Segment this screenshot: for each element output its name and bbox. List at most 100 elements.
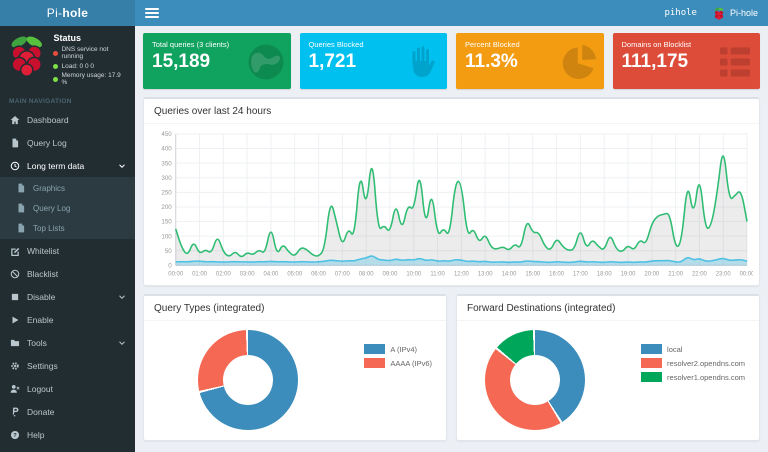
sidebar-item-label: Top Lists <box>33 223 65 233</box>
card-percent-blocked: Percent Blocked 11.3% <box>456 33 604 89</box>
card-queries-blocked: Queries Blocked 1,721 <box>299 33 447 89</box>
sidebar-item-label: Blacklist <box>27 268 59 279</box>
svg-text:300: 300 <box>161 175 172 182</box>
status-title: Status <box>53 33 81 43</box>
sidebar-item-long-term-data[interactable]: Long term data <box>0 154 135 177</box>
brand-label: Pi-hole <box>729 8 758 18</box>
sidebar-item-label: Disable <box>27 291 56 302</box>
top-header: Pi-hole pihole Pi-hole <box>0 0 768 26</box>
svg-text:400: 400 <box>161 146 172 153</box>
sidebar-subitem-query-log[interactable]: Query Log <box>0 198 135 218</box>
sidebar-subitem-top-lists[interactable]: Top Lists <box>0 218 135 238</box>
logo-text-bold: hole <box>62 6 89 20</box>
sidebar-toggle-icon[interactable] <box>145 8 159 18</box>
question-icon: ? <box>9 429 20 440</box>
svg-text:20:00: 20:00 <box>644 271 660 277</box>
status-dot-red <box>53 50 59 56</box>
svg-text:06:00: 06:00 <box>311 271 327 277</box>
chevron-down-icon <box>118 162 126 170</box>
file-icon <box>15 183 26 194</box>
svg-text:14:00: 14:00 <box>502 271 518 277</box>
svg-text:200: 200 <box>161 204 172 211</box>
sidebar-item-label: Donate <box>27 406 55 417</box>
stop-icon <box>9 291 20 302</box>
status-dot-green <box>53 63 59 69</box>
forward-destinations-legend: local resolver2.opendns.com resolver1.open… <box>641 330 749 383</box>
sidebar-item-query-log[interactable]: Query Log <box>0 131 135 154</box>
queries-line-chart[interactable]: 00:00 01:00 02:00 03:00 04:00 05:00 06:00 07:00… <box>150 127 753 283</box>
queries-panel: Queries over last 24 hours 00:00 01:00 02:… <box>143 97 760 287</box>
card-value: 15,189 <box>152 51 211 72</box>
donut-hole <box>223 355 273 406</box>
sidebar: Status DNS service not running Load: 0 0… <box>0 26 135 452</box>
sidebar-subitem-graphics[interactable]: Graphics <box>0 178 135 198</box>
svg-text:01:00: 01:00 <box>192 271 208 277</box>
chevron-down-icon <box>118 293 126 301</box>
svg-text:03:00: 03:00 <box>240 271 256 277</box>
query-types-legend: A (IPv4) AAAA (IPv6) <box>364 330 436 369</box>
svg-text:19:00: 19:00 <box>621 271 637 277</box>
edit-icon <box>9 245 20 256</box>
legend-swatch <box>641 372 663 383</box>
navbar: pihole Pi-hole <box>135 0 768 26</box>
query-types-panel: Query Types (integrated) A (IPv4) AAAA (I… <box>143 294 447 442</box>
donut-hole <box>510 355 560 406</box>
sidebar-item-donate[interactable]: Donate <box>0 400 135 423</box>
sidebar-item-tools[interactable]: Tools <box>0 331 135 354</box>
app-logo[interactable]: Pi-hole <box>0 0 135 26</box>
sidebar-item-label: Query Log <box>27 137 67 148</box>
legend-item[interactable]: AAAA (IPv6) <box>364 358 432 369</box>
forward-destinations-donut-chart[interactable] <box>485 330 585 431</box>
status-box: Status DNS service not running Load: 0 0… <box>0 26 135 92</box>
sidebar-item-logout[interactable]: Logout <box>0 377 135 400</box>
legend-label: AAAA (IPv6) <box>390 358 432 368</box>
sidebar-item-blacklist[interactable]: Blacklist <box>0 262 135 285</box>
sidebar-item-label: Long term data <box>27 160 85 171</box>
home-icon <box>9 114 20 125</box>
pie-chart-icon <box>559 42 599 82</box>
brand-menu[interactable]: Pi-hole <box>713 7 758 20</box>
status-dns: DNS service not running <box>53 46 127 60</box>
card-total-queries: Total queries (3 clients) 15,189 <box>143 33 291 89</box>
folder-icon <box>9 337 20 348</box>
sidebar-item-help[interactable]: ? Help <box>0 423 135 446</box>
legend-label: local <box>667 344 683 354</box>
play-icon <box>9 314 20 325</box>
svg-text:?: ? <box>13 432 17 438</box>
logo-text-prefix: Pi- <box>46 6 63 20</box>
forward-destinations-title: Forward Destinations (integrated) <box>457 296 759 322</box>
list-icon <box>715 42 755 82</box>
sidebar-item-disable[interactable]: Disable <box>0 285 135 308</box>
svg-text:10:00: 10:00 <box>406 271 422 277</box>
clock-icon <box>9 160 20 171</box>
long-term-data-submenu: Graphics Query Log Top Lists <box>0 177 135 239</box>
legend-label: resolver2.opendns.com <box>667 358 745 368</box>
forward-destinations-panel: Forward Destinations (integrated) local r… <box>456 294 760 442</box>
sidebar-item-settings[interactable]: Settings <box>0 354 135 377</box>
raspberry-icon <box>714 7 724 20</box>
svg-text:09:00: 09:00 <box>383 271 399 277</box>
legend-item[interactable]: A (IPv4) <box>364 344 432 355</box>
sidebar-item-label: Dashboard <box>27 114 69 125</box>
svg-text:250: 250 <box>161 190 172 197</box>
sidebar-item-whitelist[interactable]: Whitelist <box>0 239 135 262</box>
pi-hole-logo <box>11 36 43 77</box>
svg-text:21:00: 21:00 <box>668 271 684 277</box>
svg-text:05:00: 05:00 <box>287 271 303 277</box>
legend-swatch <box>364 344 386 355</box>
legend-item[interactable]: resolver2.opendns.com <box>641 358 745 369</box>
svg-text:22:00: 22:00 <box>692 271 708 277</box>
card-title: Domains on Blocklist <box>621 40 692 49</box>
legend-label: resolver1.opendns.com <box>667 372 745 382</box>
legend-item[interactable]: resolver1.opendns.com <box>641 372 745 383</box>
card-value: 11.3% <box>465 51 518 72</box>
status-load: Load: 0 0 0 <box>53 63 127 70</box>
svg-text:02:00: 02:00 <box>216 271 232 277</box>
legend-item[interactable]: local <box>641 344 745 355</box>
sidebar-item-enable[interactable]: Enable <box>0 308 135 331</box>
sidebar-item-label: Enable <box>27 314 54 325</box>
status-memory: Memory usage: 17.9 % <box>53 72 127 86</box>
query-types-donut-chart[interactable] <box>198 330 298 431</box>
legend-swatch <box>364 358 386 369</box>
sidebar-item-dashboard[interactable]: Dashboard <box>0 108 135 131</box>
